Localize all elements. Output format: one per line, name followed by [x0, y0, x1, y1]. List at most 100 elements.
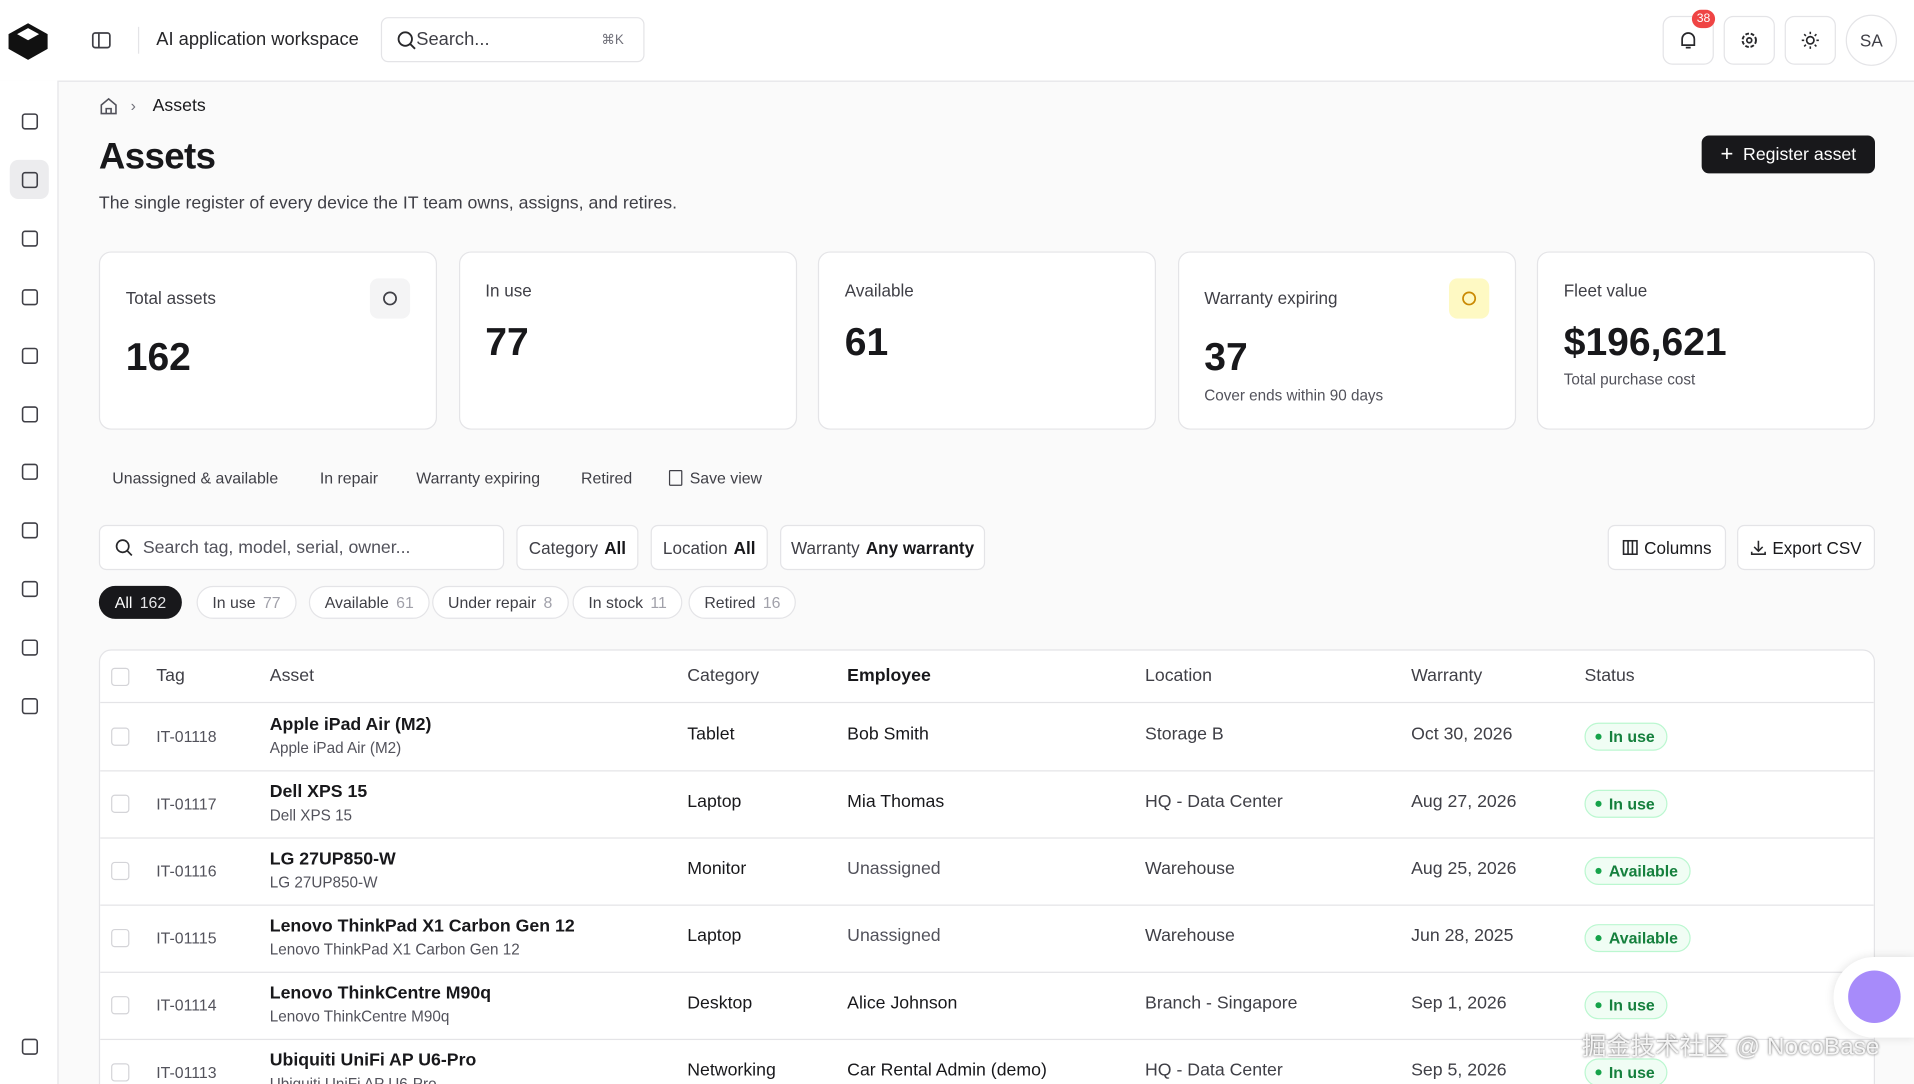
- tab-label: Retired: [704, 593, 756, 612]
- status-tab[interactable]: Retired 16: [688, 585, 797, 619]
- warranty: Aug 25, 2026: [1411, 859, 1517, 879]
- status-tab[interactable]: Under repair 8: [432, 585, 569, 619]
- download-icon: [1750, 540, 1766, 555]
- saved-view[interactable]: Unassigned & available: [112, 468, 279, 488]
- header-checkbox[interactable]: [111, 667, 130, 687]
- asset-name[interactable]: Lenovo ThinkCentre M90q: [269, 983, 492, 1004]
- asset-name[interactable]: Ubiquiti UniFi AP U6-Pro: [269, 1051, 477, 1071]
- asset-name[interactable]: Apple iPad Air (M2): [269, 715, 432, 735]
- theme-button[interactable]: [1784, 15, 1836, 65]
- table-search[interactable]: Search tag, model, serial, owner...: [98, 524, 505, 571]
- workspace-name: AI application workspace: [156, 29, 359, 51]
- export-button[interactable]: Export CSV: [1737, 524, 1875, 571]
- nav-item[interactable]: [10, 510, 49, 549]
- breadcrumb-current: Assets: [152, 96, 206, 116]
- asset-name[interactable]: Dell XPS 15: [269, 782, 368, 802]
- row-checkbox[interactable]: [111, 794, 130, 813]
- status-tab[interactable]: In stock 11: [572, 585, 683, 619]
- nav-item[interactable]: [10, 452, 49, 491]
- avatar[interactable]: SA: [1845, 14, 1897, 66]
- nav-item[interactable]: [10, 219, 49, 258]
- home-icon[interactable]: [99, 96, 119, 116]
- status-label: In use: [1608, 1063, 1655, 1082]
- asset-model: Ubiquiti UniFi AP U6-Pro: [270, 1075, 437, 1084]
- saved-view[interactable]: Warranty expiring: [416, 468, 541, 488]
- location: Branch - Singapore: [1145, 993, 1298, 1014]
- watermark: 掘金技术社区 @ NocoBase: [1582, 1033, 1880, 1061]
- filter-value: Any warranty: [865, 537, 975, 558]
- tab-label: In use: [212, 593, 256, 612]
- sidebar: [0, 80, 59, 1084]
- column-header[interactable]: Status: [1584, 666, 1635, 687]
- column-header[interactable]: Tag: [156, 666, 185, 687]
- nav-item[interactable]: [10, 101, 49, 140]
- column-header[interactable]: Asset: [269, 666, 315, 687]
- column-header[interactable]: Category: [687, 666, 760, 687]
- column-header[interactable]: Location: [1145, 666, 1212, 687]
- status-dot: [1595, 935, 1602, 942]
- stat-card: Fleet value $196,621 Total purchase cost: [1536, 251, 1875, 430]
- nav-item[interactable]: [9, 159, 49, 199]
- bookmark-icon: [668, 469, 683, 486]
- icon: [383, 291, 397, 306]
- saved-view[interactable]: Save view: [689, 468, 763, 488]
- filter-button[interactable]: Location All: [650, 524, 768, 571]
- columns-icon: [1622, 539, 1638, 555]
- category: Laptop: [687, 926, 742, 947]
- asset-tag: IT-01116: [156, 861, 217, 881]
- row-checkbox[interactable]: [111, 1063, 130, 1082]
- category: Networking: [687, 1060, 776, 1081]
- warranty: Sep 5, 2026: [1411, 1060, 1507, 1081]
- settings-button[interactable]: [1723, 15, 1775, 65]
- row-checkbox[interactable]: [111, 996, 130, 1015]
- nav-item[interactable]: [10, 394, 49, 433]
- nav-item[interactable]: [10, 627, 49, 666]
- row-checkbox[interactable]: [111, 861, 130, 881]
- register-asset-button[interactable]: + Register asset: [1701, 135, 1875, 174]
- column-header[interactable]: Employee: [847, 666, 931, 687]
- assistant-launcher[interactable]: [1833, 957, 1914, 1038]
- filter-button[interactable]: Category All: [516, 524, 639, 571]
- saved-view[interactable]: Retired: [581, 468, 633, 488]
- nav-item[interactable]: [10, 1027, 49, 1066]
- filter-button[interactable]: Warranty Any warranty: [780, 524, 986, 571]
- location: Storage B: [1145, 725, 1224, 745]
- tab-count: 16: [762, 593, 781, 612]
- status-tab[interactable]: Available 61: [308, 585, 430, 619]
- search-placeholder: Search tag, model, serial, owner...: [142, 537, 411, 558]
- status-tab[interactable]: In use 77: [196, 585, 297, 619]
- asset-tag: IT-01117: [156, 794, 217, 813]
- status-dot: [1595, 800, 1602, 807]
- nav-item[interactable]: [10, 336, 49, 375]
- global-search[interactable]: Search... ⌘K: [380, 17, 645, 63]
- status-badge: In use: [1584, 722, 1667, 751]
- nav-icon: [21, 229, 38, 247]
- saved-view[interactable]: In repair: [319, 468, 379, 488]
- columns-button[interactable]: Columns: [1607, 524, 1727, 571]
- stat-label: In use: [485, 280, 532, 301]
- breadcrumb-separator: ›: [130, 96, 136, 115]
- assets-table: Tag Asset Category Employee Location Warranty…: [98, 649, 1875, 1084]
- asset-name[interactable]: Lenovo ThinkPad X1 Carbon Gen 12: [269, 916, 575, 937]
- employee: Car Rental Admin (demo): [847, 1060, 1047, 1081]
- bell-icon: [1681, 32, 1696, 49]
- asset-model: Lenovo ThinkCentre M90q: [269, 1008, 450, 1026]
- status-badge: In use: [1584, 789, 1667, 818]
- column-header[interactable]: Warranty: [1411, 666, 1483, 687]
- sidebar-toggle[interactable]: [91, 31, 112, 51]
- nav-icon: [21, 112, 38, 129]
- button-label: Export CSV: [1772, 537, 1862, 558]
- nav-icon: [21, 580, 38, 597]
- nav-item[interactable]: [10, 686, 49, 725]
- row-checkbox[interactable]: [111, 727, 130, 746]
- asset-model: Dell XPS 15: [269, 806, 353, 824]
- status-label: Available: [1608, 928, 1678, 948]
- asset-name[interactable]: LG 27UP850-W: [269, 849, 396, 870]
- nav-item[interactable]: [10, 277, 49, 316]
- status-tab[interactable]: All 162: [98, 585, 183, 619]
- row-checkbox[interactable]: [111, 928, 130, 948]
- nav-item[interactable]: [10, 569, 49, 608]
- button-label: Columns: [1644, 537, 1712, 558]
- filter-value: All: [733, 537, 756, 558]
